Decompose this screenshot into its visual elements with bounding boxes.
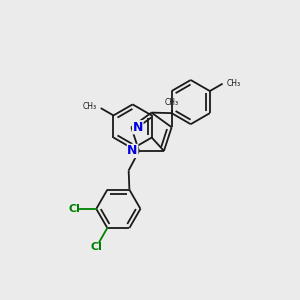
Text: CH₃: CH₃ <box>83 102 97 111</box>
Text: N: N <box>133 121 143 134</box>
Text: Cl: Cl <box>90 242 102 252</box>
Text: Cl: Cl <box>68 204 80 214</box>
Text: CH₃: CH₃ <box>226 79 240 88</box>
Text: CH₃: CH₃ <box>165 98 179 107</box>
Text: N: N <box>127 145 138 158</box>
